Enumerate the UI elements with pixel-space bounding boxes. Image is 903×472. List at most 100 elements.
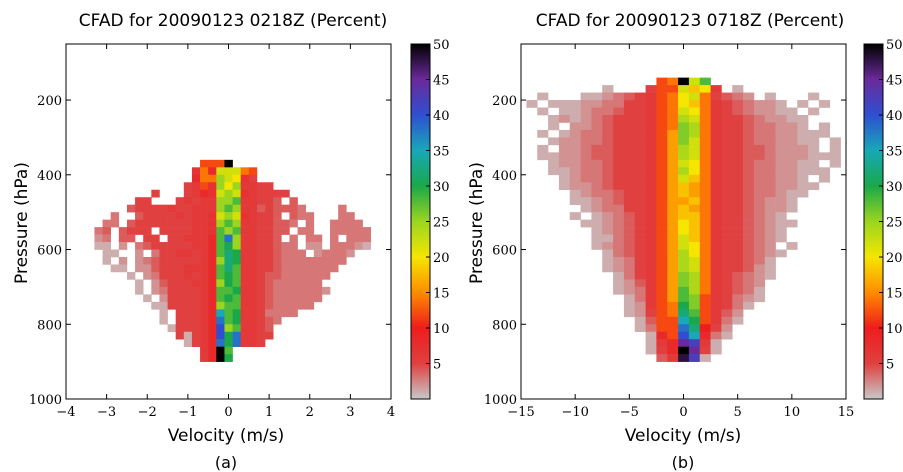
heatmap-cell [256, 339, 266, 347]
heatmap-cell [808, 167, 820, 176]
heatmap-cell [710, 271, 722, 280]
heatmap-cell [775, 115, 787, 123]
heatmap-cell [151, 204, 160, 213]
heatmap-cell [699, 212, 711, 220]
heatmap-cell [135, 227, 144, 235]
heatmap-cell [656, 85, 668, 93]
heatmap-cell [208, 339, 217, 347]
heatmap-cell [110, 212, 120, 220]
heatmap-cell [623, 122, 636, 131]
heatmap-cell [786, 129, 798, 138]
heatmap-cell [591, 204, 603, 213]
heatmap-cell [678, 115, 690, 123]
heatmap-cell [721, 234, 733, 243]
heatmap-cell [678, 122, 690, 131]
heatmap-cell [613, 144, 625, 153]
heatmap-cell [240, 316, 250, 325]
heatmap-cell [159, 271, 168, 280]
heatmap-cell [175, 197, 185, 205]
heatmap-cell [623, 234, 636, 243]
heatmap-cell [829, 144, 841, 153]
heatmap-cell [829, 137, 841, 146]
heatmap-cell [667, 204, 679, 213]
heatmap-cell [224, 182, 233, 191]
heatmap-cell [667, 212, 679, 220]
heatmap-cell [829, 152, 841, 161]
heatmap-cell [159, 249, 168, 258]
heatmap-cell [634, 286, 646, 295]
heatmap-cell [699, 279, 711, 288]
heatmap-cell [602, 264, 614, 273]
heatmap-cell [775, 189, 787, 198]
heatmap-cell [580, 115, 592, 123]
heatmap-cell [232, 271, 241, 280]
heatmap-cell [623, 279, 636, 288]
heatmap-cell [732, 316, 744, 325]
heatmap-cell [678, 234, 690, 243]
heatmap-cell [224, 279, 233, 288]
heatmap-cell [167, 204, 176, 213]
heatmap-cell [634, 137, 646, 146]
heatmap-cell [232, 331, 241, 340]
heatmap-cell [753, 174, 766, 183]
heatmap-cell [688, 159, 701, 168]
heatmap-cell [167, 279, 176, 288]
heatmap-cell [167, 286, 176, 295]
heatmap-cell [645, 309, 657, 318]
heatmap-cell [265, 264, 274, 273]
heatmap-cell [667, 294, 679, 303]
heatmap-cell [710, 294, 722, 303]
heatmap-cell [667, 152, 679, 161]
heatmap-cell [305, 264, 315, 273]
heatmap-cell [743, 234, 755, 243]
heatmap-cell [645, 346, 657, 355]
heatmap-cell [732, 159, 744, 168]
heatmap-cell [240, 339, 250, 347]
heatmap-cell [656, 264, 668, 273]
heatmap-cell [305, 279, 315, 288]
heatmap-cell [613, 242, 625, 250]
heatmap-cell [273, 189, 282, 198]
heatmap-cell [265, 286, 274, 295]
heatmap-cell [558, 100, 571, 108]
heatmap-cell [216, 219, 225, 228]
panel-b: CFAD for 20090123 0718Z (Percent) Pressu… [467, 11, 903, 472]
heatmap-cell [764, 227, 776, 235]
heatmap-cell [721, 129, 733, 138]
heatmap-cell [710, 331, 722, 340]
heatmap-cell [159, 264, 168, 273]
heatmap-cell [710, 249, 722, 258]
heatmap-cell [159, 301, 168, 310]
heatmap-cell [743, 286, 755, 295]
heatmap-cell [623, 115, 636, 123]
heatmap-cell [764, 257, 776, 265]
heatmap-cell [338, 204, 347, 213]
heatmap-cell [232, 279, 241, 288]
heatmap-cell [645, 257, 657, 265]
heatmap-cell [634, 197, 646, 205]
heatmap-cell [216, 294, 225, 303]
heatmap-cell [721, 92, 733, 101]
x-tick-label: 10 [784, 405, 801, 420]
heatmap-cell [710, 182, 722, 191]
heatmap-cell [580, 197, 592, 205]
heatmap-cell [232, 167, 241, 176]
heatmap-cell [645, 294, 657, 303]
heatmap-cell [143, 219, 152, 228]
heatmap-cell [208, 167, 217, 176]
heatmap-cell [678, 137, 690, 146]
heatmap-cell [613, 212, 625, 220]
heatmap-cell [721, 122, 733, 131]
heatmap-cell [688, 257, 701, 265]
heatmap-cell [667, 129, 679, 138]
heatmap-cell [699, 189, 711, 198]
heatmap-cell [281, 294, 290, 303]
colorbar-tick-label: 45 [886, 74, 903, 89]
heatmap-cell [667, 189, 679, 198]
heatmap-cell [175, 324, 185, 333]
heatmap-cell [710, 346, 722, 355]
heatmap-cell [580, 167, 592, 176]
y-tick-label: 1000 [29, 393, 62, 408]
heatmap-cell [232, 294, 241, 303]
x-tick-label: 1 [265, 405, 273, 420]
